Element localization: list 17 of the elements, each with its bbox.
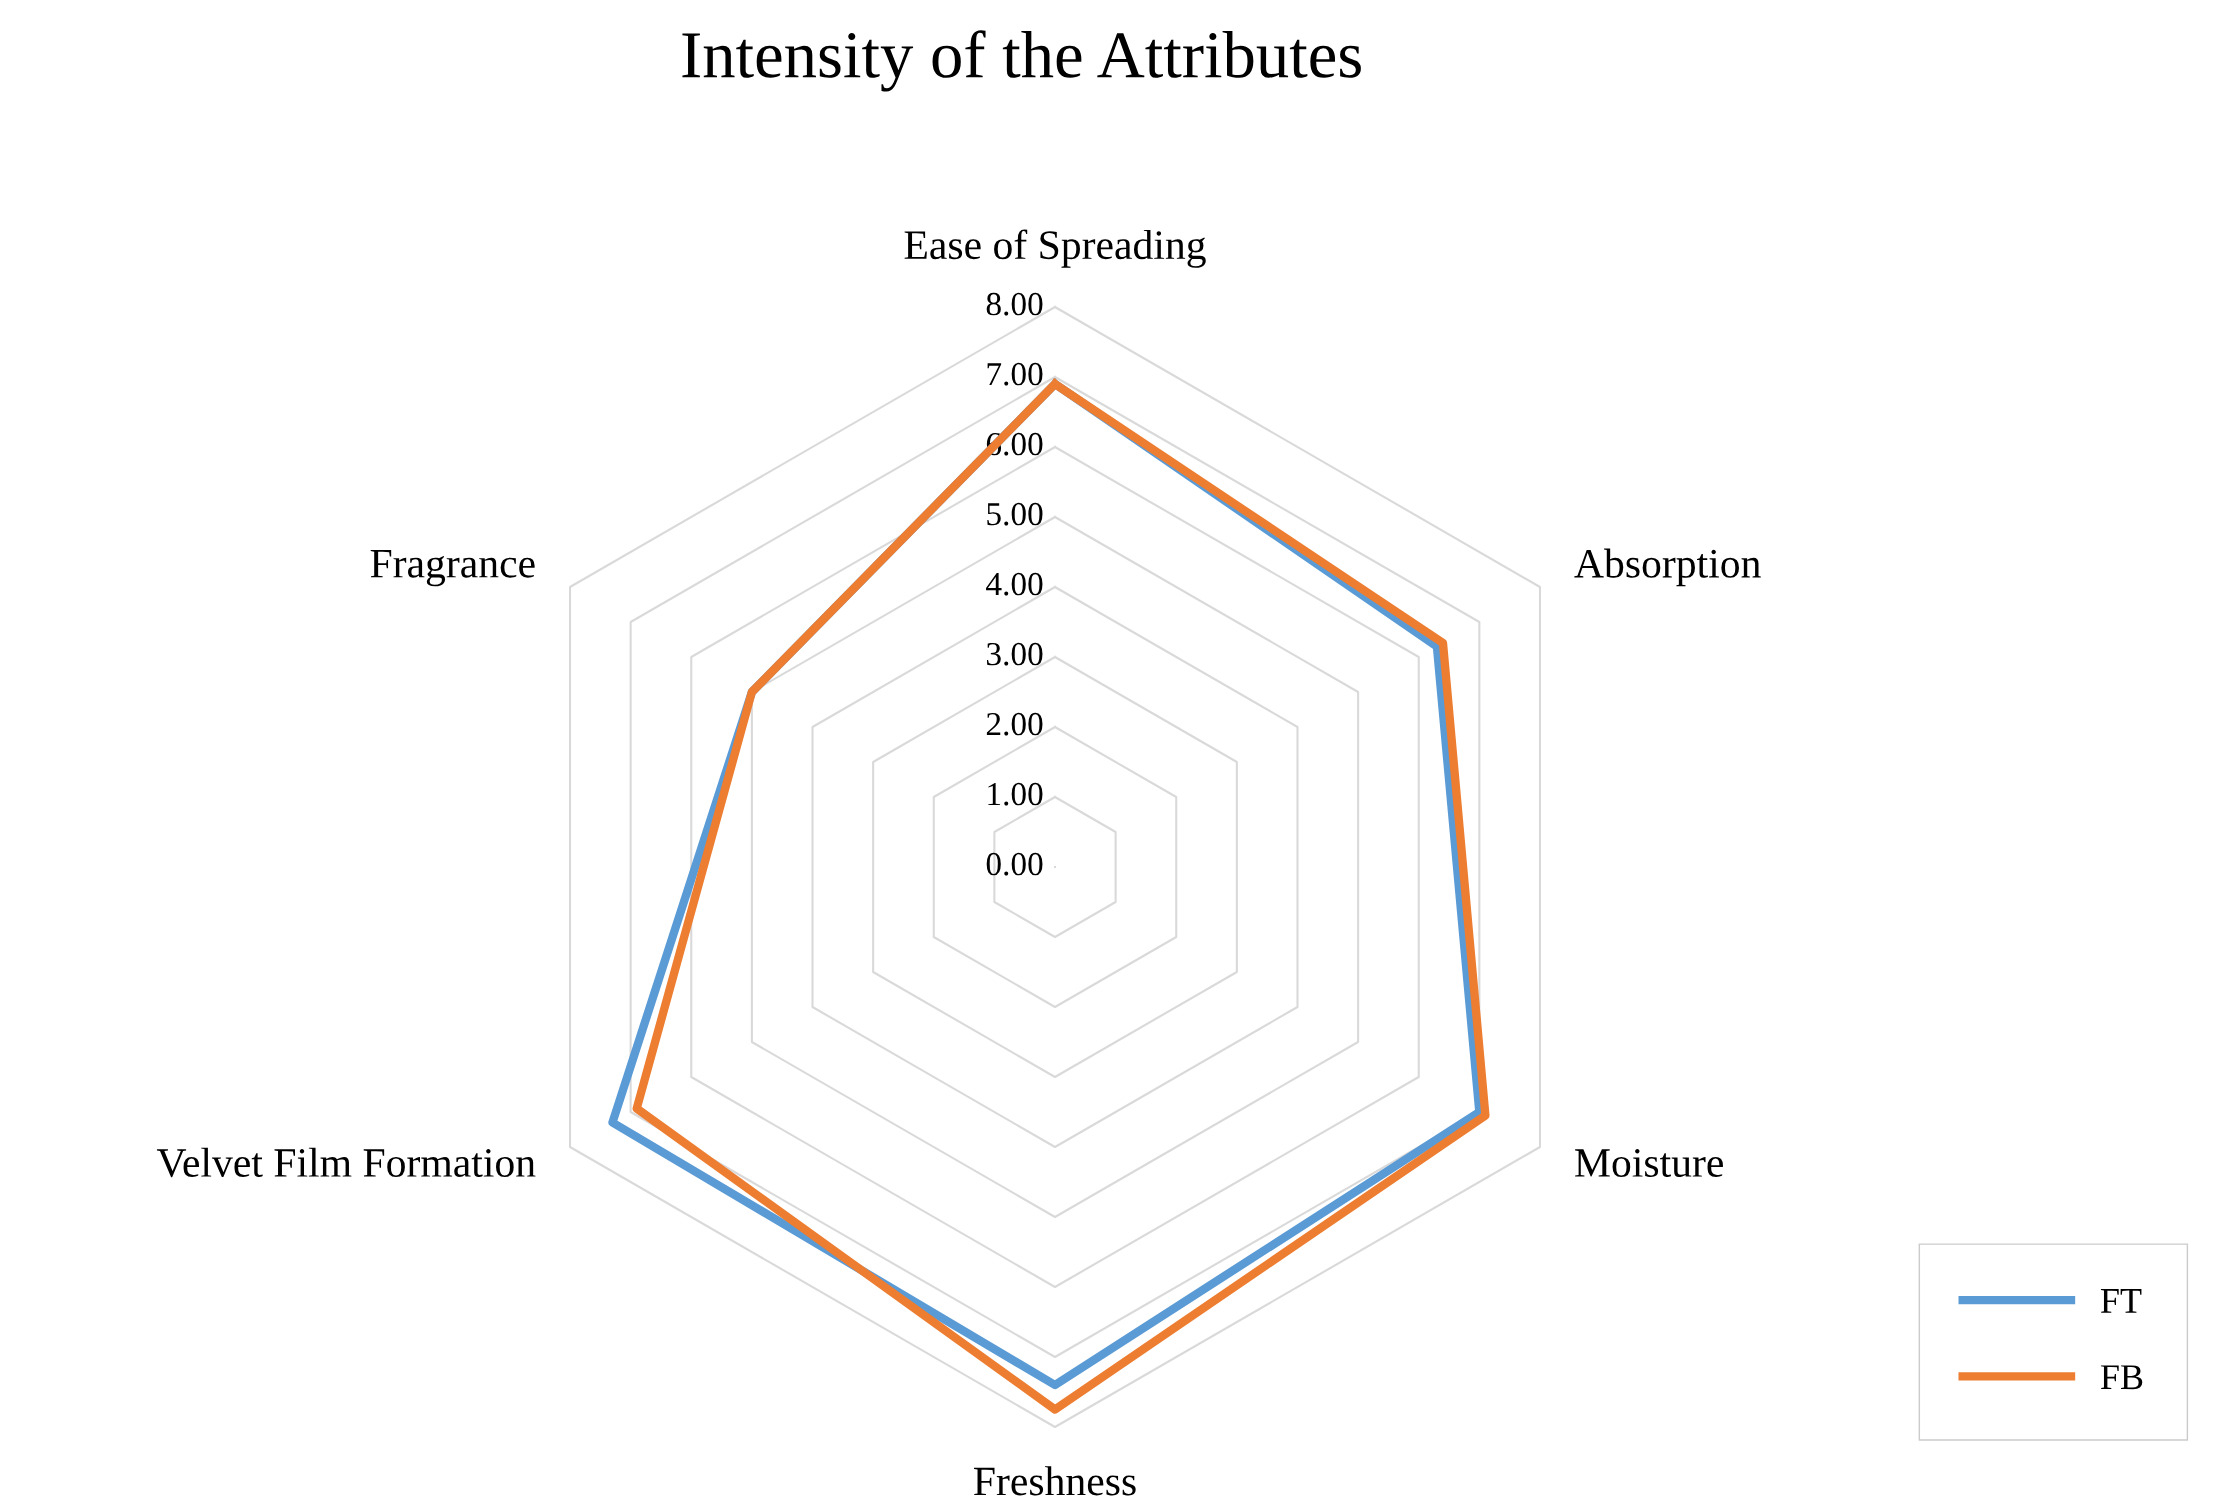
y-tick-label: 8.00	[986, 292, 1043, 316]
spoke-label: Moisture	[1575, 1149, 1723, 1178]
spoke-label: Ease of Spreading	[904, 229, 1206, 268]
y-tick-label: 3.00	[987, 642, 1043, 666]
spoke-label: Freshness	[974, 1466, 1136, 1496]
y-tick-label: 7.00	[987, 362, 1043, 386]
spoke-label: Absorption	[1574, 548, 1761, 587]
y-tick-label: 1.00	[988, 782, 1043, 806]
spoke-label: Velvet Film Formation	[156, 1147, 536, 1178]
y-tick-label: 4.00	[986, 572, 1043, 596]
y-tick-label: 2.00	[986, 712, 1043, 736]
y-tick-label: 5.00	[987, 502, 1043, 526]
legend-label: FT	[2100, 1289, 2142, 1313]
spoke-label: Fragrance	[370, 550, 535, 587]
legend-label: FB	[2100, 1365, 2143, 1390]
y-tick-label: 0.00	[986, 852, 1043, 876]
chart-title: Intensity of the Attributes	[682, 30, 1361, 92]
